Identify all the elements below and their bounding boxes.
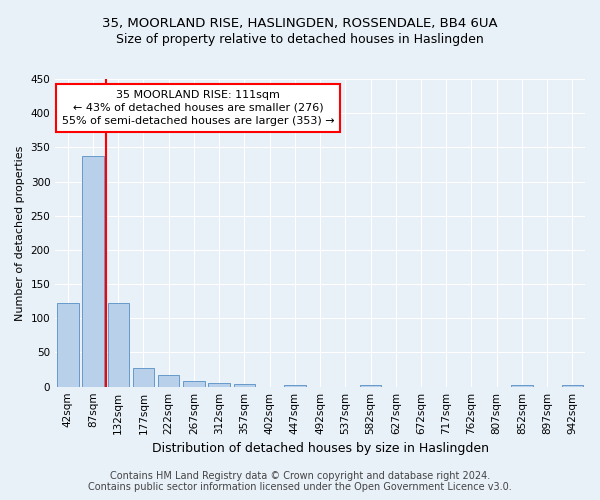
Bar xyxy=(82,156,104,386)
Text: Size of property relative to detached houses in Haslingden: Size of property relative to detached ho… xyxy=(116,32,484,46)
Bar xyxy=(233,384,255,386)
Bar xyxy=(107,304,129,386)
Text: Contains HM Land Registry data © Crown copyright and database right 2024.
Contai: Contains HM Land Registry data © Crown c… xyxy=(88,471,512,492)
Bar xyxy=(158,375,179,386)
Text: 35, MOORLAND RISE, HASLINGDEN, ROSSENDALE, BB4 6UA: 35, MOORLAND RISE, HASLINGDEN, ROSSENDAL… xyxy=(102,18,498,30)
Bar xyxy=(57,304,79,386)
Text: 35 MOORLAND RISE: 111sqm
← 43% of detached houses are smaller (276)
55% of semi-: 35 MOORLAND RISE: 111sqm ← 43% of detach… xyxy=(62,90,335,126)
Bar xyxy=(133,368,154,386)
Bar xyxy=(208,384,230,386)
Bar xyxy=(183,381,205,386)
Y-axis label: Number of detached properties: Number of detached properties xyxy=(15,145,25,320)
Bar xyxy=(562,384,583,386)
X-axis label: Distribution of detached houses by size in Haslingden: Distribution of detached houses by size … xyxy=(152,442,488,455)
Bar xyxy=(284,384,305,386)
Bar xyxy=(360,384,381,386)
